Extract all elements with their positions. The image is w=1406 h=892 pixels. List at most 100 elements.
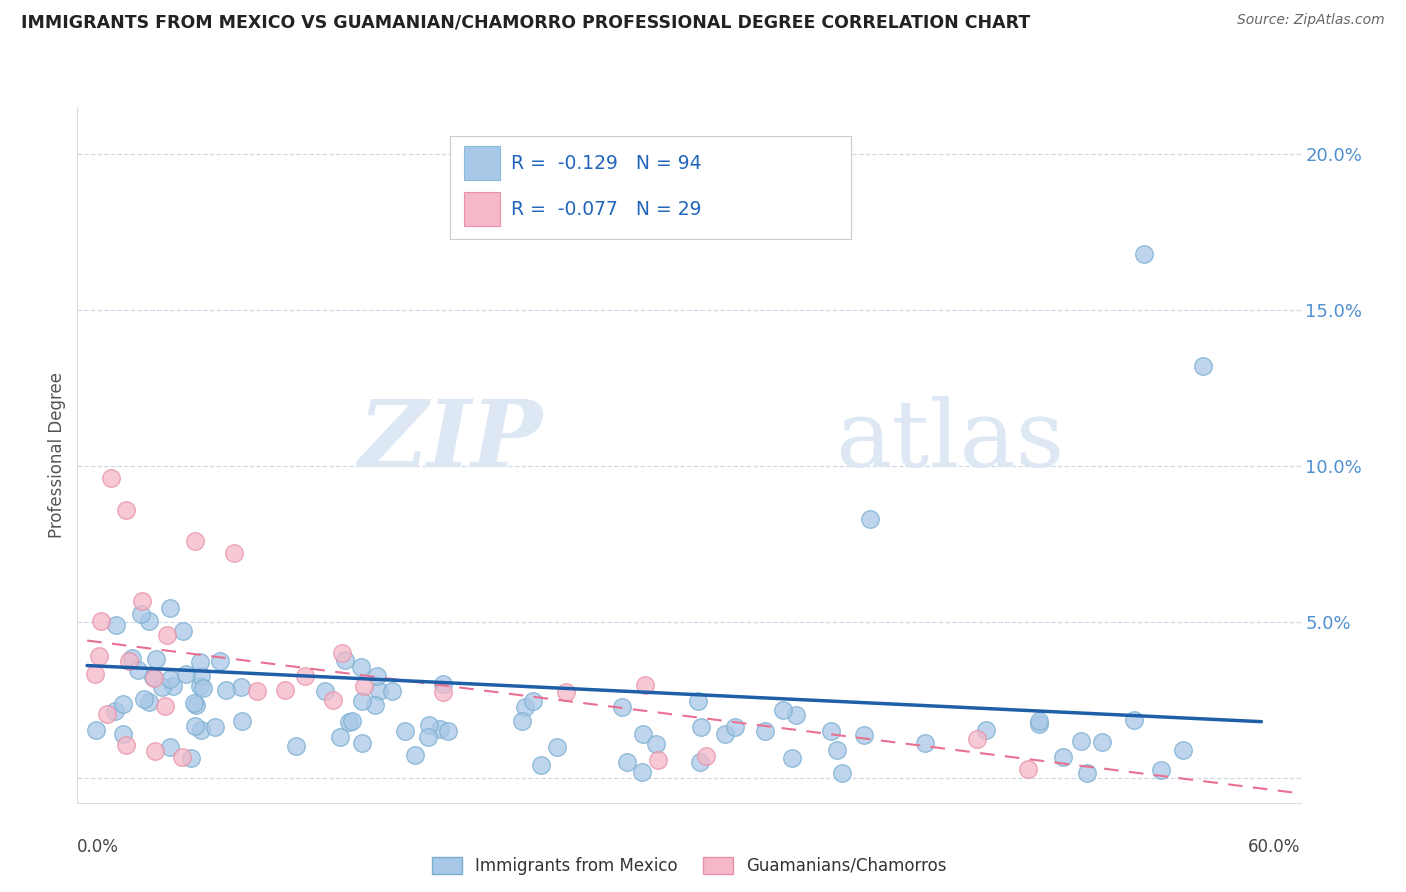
Text: IMMIGRANTS FROM MEXICO VS GUAMANIAN/CHAMORRO PROFESSIONAL DEGREE CORRELATION CHA: IMMIGRANTS FROM MEXICO VS GUAMANIAN/CHAM… xyxy=(21,13,1031,31)
Point xyxy=(1150,763,1173,777)
Point xyxy=(115,739,138,753)
Point xyxy=(90,614,112,628)
Point xyxy=(170,750,193,764)
Point xyxy=(330,647,353,661)
Point xyxy=(337,715,360,730)
Point xyxy=(127,663,149,677)
Text: atlas: atlas xyxy=(835,396,1064,486)
Point xyxy=(152,680,174,694)
Point xyxy=(416,731,439,745)
Point xyxy=(183,696,205,710)
Point xyxy=(689,720,711,734)
Point xyxy=(437,723,460,738)
Point xyxy=(612,700,634,714)
Point xyxy=(350,694,373,708)
Point xyxy=(689,755,711,769)
Point xyxy=(350,660,373,674)
Y-axis label: Professional Degree: Professional Degree xyxy=(48,372,66,538)
Point xyxy=(155,628,177,642)
Point xyxy=(121,651,143,665)
Point xyxy=(364,698,387,713)
Point xyxy=(1052,749,1074,764)
Point xyxy=(131,594,153,608)
Point xyxy=(631,727,654,741)
Point xyxy=(103,705,125,719)
Point xyxy=(1028,717,1050,731)
Point xyxy=(222,546,245,560)
Point xyxy=(111,727,134,741)
Point xyxy=(780,750,803,764)
Point xyxy=(115,502,138,516)
Point xyxy=(1091,735,1114,749)
Text: 0.0%: 0.0% xyxy=(77,838,120,856)
Point xyxy=(340,714,363,728)
Point xyxy=(145,652,167,666)
Point xyxy=(96,707,118,722)
Point xyxy=(188,655,211,669)
Point xyxy=(294,669,316,683)
Point xyxy=(204,720,226,734)
Point xyxy=(246,684,269,698)
Point xyxy=(138,695,160,709)
Point xyxy=(229,680,252,694)
Point xyxy=(176,666,198,681)
Point xyxy=(117,654,139,668)
Point xyxy=(724,720,747,734)
Point xyxy=(191,681,214,696)
Point xyxy=(616,755,638,769)
Point xyxy=(172,624,194,638)
Text: R =  -0.077   N = 29: R = -0.077 N = 29 xyxy=(510,200,702,219)
Point xyxy=(974,723,997,737)
Point xyxy=(129,607,152,621)
Point xyxy=(366,668,388,682)
Point xyxy=(394,723,416,738)
Text: 60.0%: 60.0% xyxy=(1249,838,1301,856)
Point xyxy=(1191,359,1213,373)
Point xyxy=(184,533,207,548)
Legend: Immigrants from Mexico, Guamanians/Chamorros: Immigrants from Mexico, Guamanians/Chamo… xyxy=(425,850,953,881)
Point xyxy=(215,682,238,697)
Point xyxy=(546,740,568,755)
Point xyxy=(429,723,451,737)
Point xyxy=(231,714,253,729)
Point xyxy=(159,601,181,615)
Point xyxy=(159,739,181,754)
Point xyxy=(190,669,212,683)
Point xyxy=(1171,743,1194,757)
Point xyxy=(84,666,107,681)
Point xyxy=(432,677,454,691)
Point xyxy=(155,698,177,713)
Point xyxy=(647,753,669,767)
Point xyxy=(180,750,202,764)
Point xyxy=(404,747,426,762)
Point xyxy=(162,679,184,693)
Text: Source: ZipAtlas.com: Source: ZipAtlas.com xyxy=(1237,13,1385,28)
Point xyxy=(87,648,110,663)
Point xyxy=(273,683,295,698)
Point xyxy=(188,679,211,693)
Point xyxy=(321,692,343,706)
Point xyxy=(686,694,709,708)
Point xyxy=(1017,762,1039,776)
Point xyxy=(159,672,181,686)
Point xyxy=(631,764,654,779)
Point xyxy=(510,714,533,728)
Point xyxy=(914,735,936,749)
Point xyxy=(772,703,794,717)
Point xyxy=(966,731,988,746)
Point xyxy=(367,683,389,698)
Point xyxy=(530,758,553,772)
Point xyxy=(432,685,454,699)
Text: ZIP: ZIP xyxy=(359,396,543,486)
Point xyxy=(333,653,356,667)
Point xyxy=(820,723,842,738)
Point xyxy=(714,727,737,741)
Point xyxy=(352,736,374,750)
Point xyxy=(190,723,212,737)
Point xyxy=(695,748,717,763)
Point xyxy=(100,471,122,485)
Point xyxy=(143,744,166,758)
Point xyxy=(285,739,308,754)
Point xyxy=(104,618,127,632)
Point xyxy=(353,679,375,693)
